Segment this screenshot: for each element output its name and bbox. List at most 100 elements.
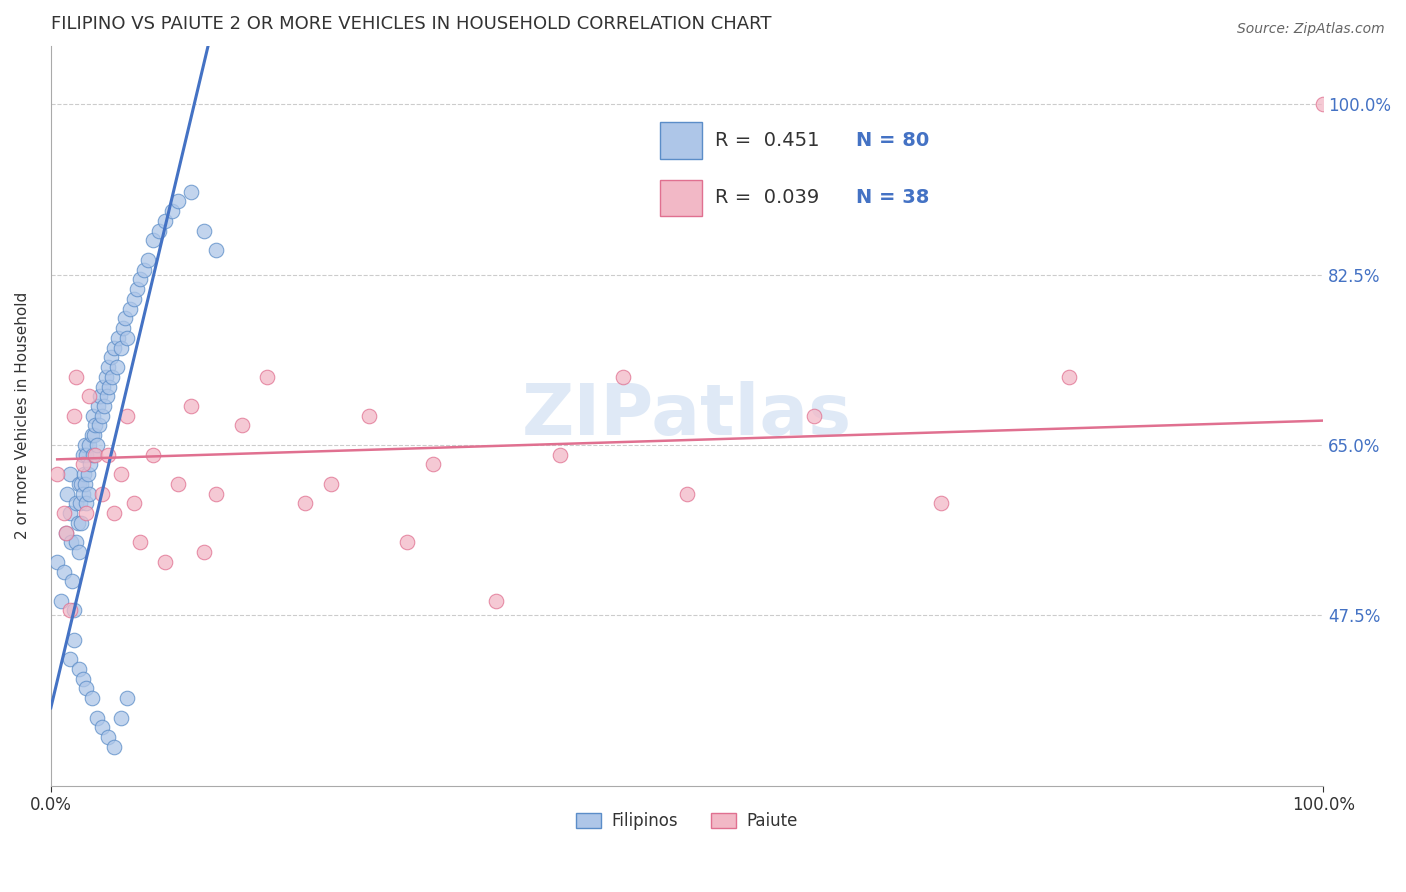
Point bbox=[62, 409, 84, 423]
Point bbox=[612, 369, 634, 384]
Point bbox=[142, 234, 165, 248]
Point bbox=[103, 506, 125, 520]
Point bbox=[52, 506, 75, 520]
Point bbox=[72, 448, 94, 462]
Point bbox=[122, 496, 145, 510]
Point bbox=[110, 341, 132, 355]
Point bbox=[90, 409, 112, 423]
Point bbox=[1057, 369, 1080, 384]
Point bbox=[155, 555, 177, 569]
Point bbox=[118, 301, 141, 316]
Point bbox=[80, 691, 103, 706]
Bar bbox=[659, 122, 702, 159]
Point bbox=[79, 458, 101, 472]
Point bbox=[82, 409, 104, 423]
Point bbox=[67, 476, 90, 491]
Point bbox=[105, 359, 128, 374]
Point bbox=[89, 418, 111, 433]
Point bbox=[59, 467, 82, 482]
Point bbox=[52, 565, 75, 579]
Point bbox=[46, 555, 69, 569]
Point bbox=[132, 262, 155, 277]
Point bbox=[90, 720, 112, 734]
Y-axis label: 2 or more Vehicles in Household: 2 or more Vehicles in Household bbox=[15, 292, 30, 540]
Point bbox=[231, 418, 253, 433]
Point bbox=[59, 652, 82, 666]
Point bbox=[256, 369, 278, 384]
Point bbox=[55, 525, 77, 540]
Point bbox=[319, 476, 342, 491]
Point bbox=[114, 311, 136, 326]
Point bbox=[75, 496, 97, 510]
Point bbox=[60, 535, 83, 549]
Point bbox=[62, 632, 84, 647]
Point bbox=[396, 535, 419, 549]
Point bbox=[75, 438, 97, 452]
Point bbox=[65, 496, 87, 510]
Point bbox=[107, 331, 129, 345]
Point bbox=[155, 214, 177, 228]
Point bbox=[75, 448, 97, 462]
Point bbox=[98, 379, 121, 393]
Point bbox=[84, 418, 107, 433]
Point bbox=[59, 603, 82, 617]
Point bbox=[84, 448, 107, 462]
Point bbox=[294, 496, 316, 510]
Point bbox=[101, 369, 124, 384]
Point bbox=[89, 389, 111, 403]
Point bbox=[55, 525, 77, 540]
Point bbox=[110, 711, 132, 725]
Point bbox=[803, 409, 825, 423]
Point bbox=[72, 672, 94, 686]
Point bbox=[69, 496, 91, 510]
Point bbox=[128, 535, 150, 549]
Point bbox=[115, 691, 138, 706]
Point bbox=[75, 506, 97, 520]
Point bbox=[148, 224, 170, 238]
Point bbox=[548, 448, 571, 462]
Point bbox=[93, 399, 115, 413]
Point bbox=[86, 438, 108, 452]
Text: ZIPatlas: ZIPatlas bbox=[522, 381, 852, 450]
Point bbox=[76, 467, 98, 482]
Point bbox=[931, 496, 953, 510]
Text: FILIPINO VS PAIUTE 2 OR MORE VEHICLES IN HOUSEHOLD CORRELATION CHART: FILIPINO VS PAIUTE 2 OR MORE VEHICLES IN… bbox=[51, 15, 772, 33]
Text: R =  0.451: R = 0.451 bbox=[716, 131, 820, 150]
Point bbox=[160, 204, 183, 219]
Point bbox=[136, 252, 159, 267]
Point bbox=[96, 389, 118, 403]
Point bbox=[676, 486, 699, 500]
Point bbox=[1312, 97, 1334, 112]
Point bbox=[127, 282, 149, 296]
Point bbox=[115, 331, 138, 345]
Point bbox=[167, 476, 190, 491]
Point bbox=[77, 389, 100, 403]
Point bbox=[180, 399, 202, 413]
Point bbox=[103, 739, 125, 754]
Point bbox=[80, 428, 103, 442]
Point bbox=[70, 516, 93, 530]
Point bbox=[485, 593, 508, 607]
Point bbox=[97, 448, 120, 462]
Point bbox=[90, 486, 112, 500]
Point bbox=[193, 224, 215, 238]
Point bbox=[70, 476, 93, 491]
Point bbox=[77, 486, 100, 500]
Point bbox=[193, 545, 215, 559]
Point bbox=[86, 711, 108, 725]
Point bbox=[67, 545, 90, 559]
Point bbox=[103, 341, 125, 355]
Point bbox=[205, 243, 228, 257]
Text: R =  0.039: R = 0.039 bbox=[716, 187, 820, 207]
Point bbox=[83, 428, 105, 442]
Text: Source: ZipAtlas.com: Source: ZipAtlas.com bbox=[1237, 22, 1385, 37]
Point bbox=[77, 438, 100, 452]
Point bbox=[94, 369, 117, 384]
Point bbox=[115, 409, 138, 423]
Point bbox=[422, 458, 444, 472]
Point bbox=[122, 292, 145, 306]
Point bbox=[75, 476, 97, 491]
Point bbox=[205, 486, 228, 500]
Point bbox=[97, 359, 120, 374]
Point bbox=[91, 379, 114, 393]
